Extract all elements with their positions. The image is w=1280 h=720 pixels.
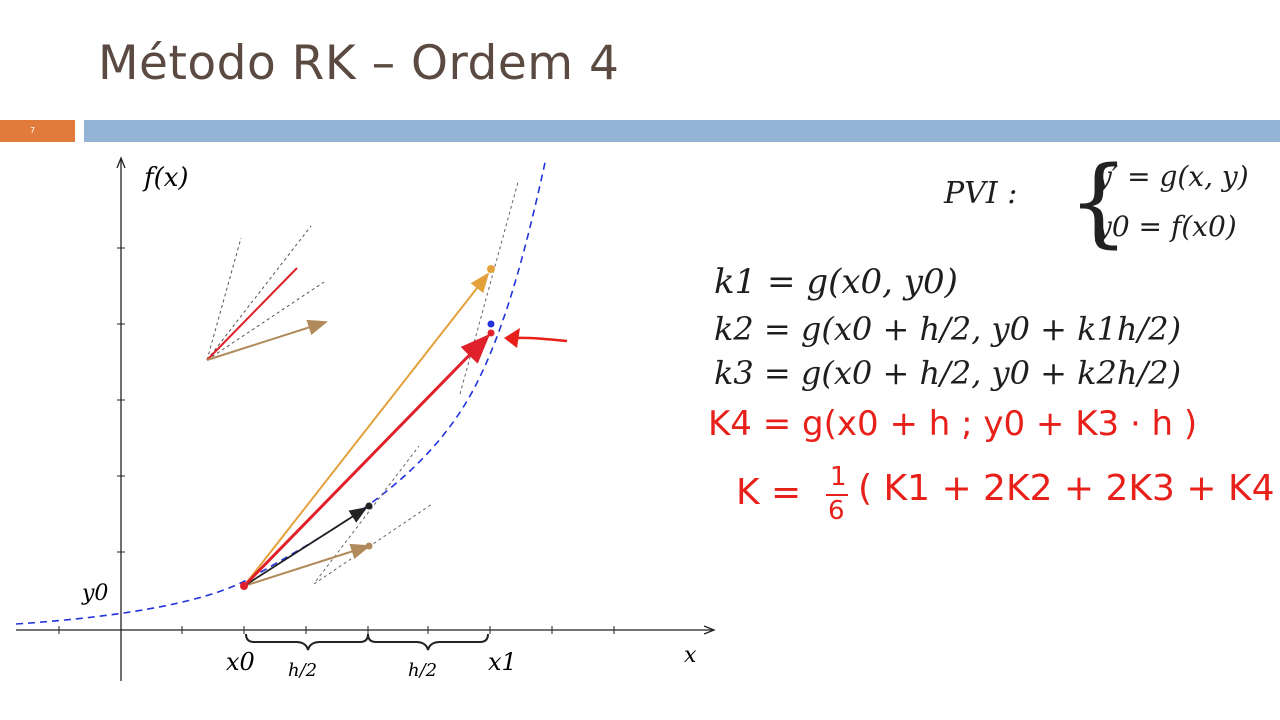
k3-point xyxy=(487,265,495,273)
rk4-step-arrow xyxy=(242,333,491,588)
slide-number-bar xyxy=(0,120,75,142)
tangent-guide xyxy=(315,445,420,582)
rk4-point xyxy=(487,329,495,337)
title-accent-bar xyxy=(84,120,1280,142)
fraction-numerator: 1 xyxy=(830,462,847,492)
pvi-equation-2: y0 = f(x0) xyxy=(1096,210,1237,243)
pvi-brace: { xyxy=(1068,146,1130,258)
rk4-graph: f(x) x y0 x0 x1 h/2 h/2 xyxy=(15,156,716,681)
brace-right xyxy=(367,633,489,651)
k3-step-arrow xyxy=(243,272,490,587)
k-combination-prefix: K = xyxy=(736,472,802,513)
fraction-bar xyxy=(826,494,848,496)
pointer-arrowhead xyxy=(504,328,520,348)
half-step-right-label: h/2 xyxy=(408,660,437,681)
exact-solution-curve xyxy=(15,157,547,625)
tangent-guide xyxy=(459,181,519,395)
k1-point xyxy=(365,542,373,550)
exact-point xyxy=(487,320,495,328)
slope-fan xyxy=(206,225,328,361)
pointer-arrow xyxy=(513,336,568,343)
brace-left xyxy=(245,633,369,651)
slide-number: 7 xyxy=(30,126,36,135)
x0-label: x0 xyxy=(226,648,255,676)
y-axis-label: f(x) xyxy=(142,163,189,193)
pvi-equation-1: y′ = g(x, y) xyxy=(1096,160,1249,193)
tangent-guide xyxy=(313,503,433,585)
y-axis xyxy=(116,156,126,681)
slide-title: Método RK – Ordem 4 xyxy=(98,36,620,91)
y0-label: y0 xyxy=(81,581,108,606)
k2-point xyxy=(365,502,373,510)
x1-label: x1 xyxy=(488,648,517,676)
k1-equation: k1 = g(x0, y0) xyxy=(714,262,958,302)
k-combination-sum: ( K1 + 2K2 + 2K3 + K4 ) xyxy=(858,468,1280,509)
start-point xyxy=(240,582,248,590)
x-axis-label: x xyxy=(684,643,697,668)
k2-equation: k2 = g(x0 + h/2, y0 + k1h/2) xyxy=(714,310,1182,348)
fraction-denominator: 6 xyxy=(828,496,845,526)
x-axis xyxy=(16,625,716,635)
k2-slope-arrow xyxy=(243,507,368,587)
k1-slope-arrow xyxy=(243,543,371,587)
pvi-label: PVI : xyxy=(944,176,1018,211)
k3-equation: k3 = g(x0 + h/2, y0 + k2h/2) xyxy=(714,354,1182,392)
k4-handwritten-equation: K4 = g(x0 + h ; y0 + K3 · h ) xyxy=(708,404,1198,444)
half-step-left-label: h/2 xyxy=(288,660,317,681)
